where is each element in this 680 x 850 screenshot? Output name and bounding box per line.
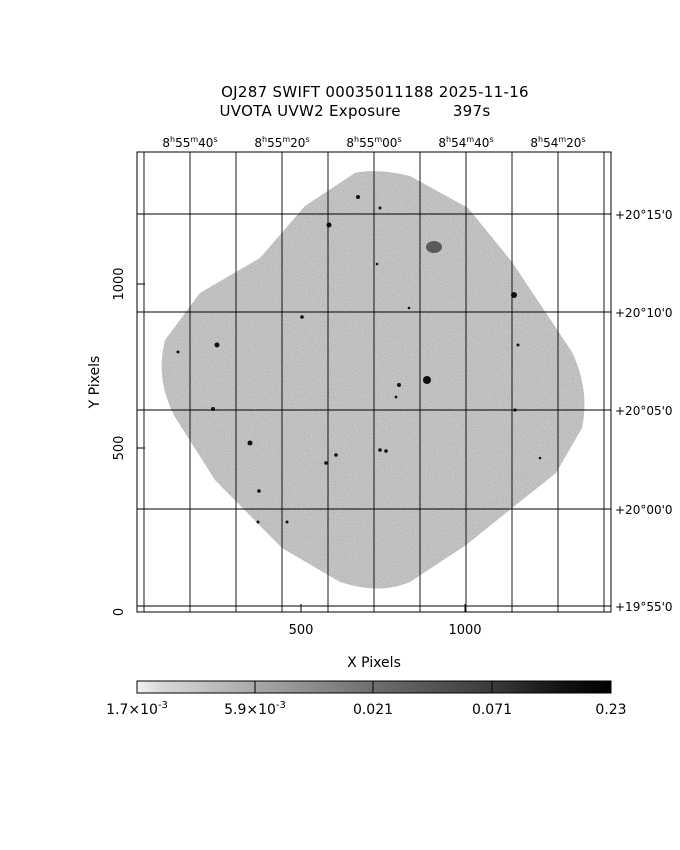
dec-label-1: +20°15'0 [615, 208, 673, 222]
ra-label-3: 8h55m00s [346, 135, 401, 150]
dec-grid [137, 213, 611, 607]
y-tick-0: 0 [112, 608, 127, 616]
colorbar-label-5: 0.23 [595, 702, 626, 718]
colorbar [136, 680, 612, 694]
y-axis-label: Y Pixels [87, 356, 103, 410]
dec-label-4: +20°00'0 [615, 503, 673, 517]
instrument-label: UVOTA UVW2 Exposure [219, 102, 401, 120]
x-axis-label: X Pixels [347, 655, 401, 671]
colorbar-label-3: 0.021 [353, 702, 393, 718]
x-tick-500: 500 [289, 623, 314, 638]
ra-labels: 8h55m40s 8h55m20s 8h55m00s 8h54m40s 8h54m20s [162, 135, 585, 150]
ra-label-2: 8h55m20s [254, 135, 309, 150]
pixel-ticks [137, 283, 466, 613]
image-subtitle: UVOTA UVW2 Exposure 397s [0, 102, 680, 120]
y-tick-1000: 1000 [112, 267, 127, 300]
colorbar-label-1: 1.7×10-3 [106, 700, 168, 718]
y-tick-500: 500 [112, 436, 127, 461]
x-tick-1000: 1000 [448, 623, 481, 638]
ra-label-5: 8h54m20s [530, 135, 585, 150]
dec-label-5: +19°55'0 [615, 600, 673, 614]
ra-label-1: 8h55m40s [162, 135, 217, 150]
colorbar-label-4: 0.071 [472, 702, 512, 718]
exposure-field [161, 171, 585, 589]
colorbar-label-2: 5.9×10-3 [224, 700, 286, 718]
ra-label-4: 8h54m40s [438, 135, 493, 150]
extended-source [426, 241, 442, 253]
ra-grid [143, 152, 605, 612]
colorbar-labels: 1.7×10-3 5.9×10-3 0.021 0.071 0.23 [106, 700, 626, 718]
image-title: OJ287 SWIFT 00035011188 2025-11-16 [221, 83, 529, 101]
dec-label-3: +20°05'0 [615, 404, 673, 418]
dec-label-2: +20°10'0 [615, 306, 673, 320]
exposure-label: 397s [452, 102, 491, 120]
